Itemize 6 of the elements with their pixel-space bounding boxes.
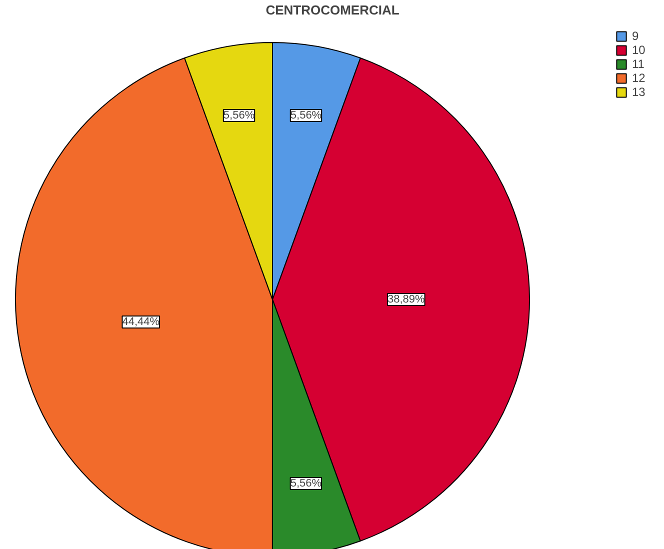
- legend-label: 9: [632, 29, 640, 43]
- chart-title: CENTROCOMERCIAL: [266, 2, 400, 18]
- legend-label: 13: [632, 85, 646, 99]
- legend-label: 10: [632, 43, 646, 57]
- legend-label: 12: [632, 71, 646, 85]
- legend-label: 11: [632, 57, 646, 71]
